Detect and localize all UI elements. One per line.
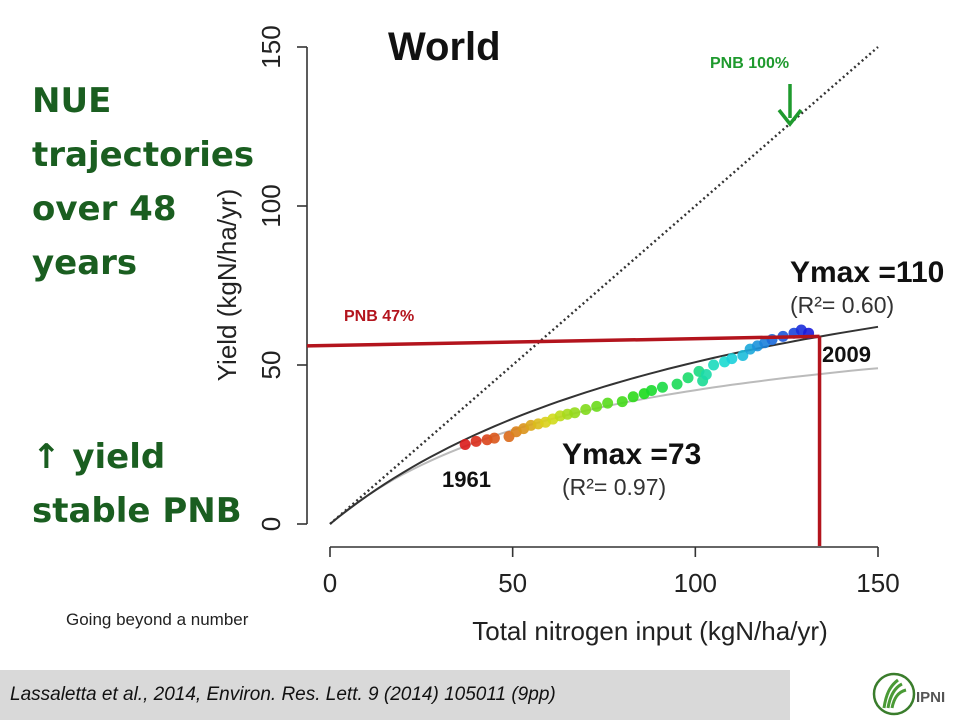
data-point: [580, 404, 592, 416]
data-point: [591, 400, 603, 412]
footer-bar: Lassaletta et al., 2014, Environ. Res. L…: [0, 670, 790, 720]
pnb47-label: PNB 47%: [344, 308, 414, 325]
y-tick-label: 100: [256, 184, 286, 227]
pnb47-horizontal-line: [306, 334, 820, 348]
ymax73-r2: (R²= 0.97): [562, 474, 666, 500]
y-tick-label: 150: [256, 25, 286, 68]
x-tick-label: 100: [674, 568, 717, 598]
data-point: [627, 391, 639, 403]
start-year-label: 1961: [442, 467, 491, 492]
y-tick-label: 50: [256, 351, 286, 380]
pnb100-label: PNB 100%: [710, 55, 789, 72]
end-year-label: 2009: [822, 342, 871, 367]
data-point: [569, 407, 581, 419]
data-point: [726, 353, 738, 365]
subtext-line-1: ↑ yield: [32, 437, 166, 477]
data-point: [645, 384, 657, 396]
pnb100-arrow-head: [777, 108, 803, 127]
pnb100-line: [329, 46, 879, 525]
pnb-guides: [306, 334, 822, 546]
ipni-leaf-logo-icon: IPNI: [872, 672, 945, 716]
slide-subtext: ↑ yield stable PNB: [32, 430, 262, 538]
data-point: [488, 432, 500, 444]
x-tick-label: 150: [856, 568, 899, 598]
data-point: [737, 349, 749, 361]
citation-text: Lassaletta et al., 2014, Environ. Res. L…: [10, 684, 556, 705]
x-tick-label: 50: [498, 568, 527, 598]
ymax110-label: Ymax =110: [790, 256, 944, 289]
chart-title: World: [388, 25, 501, 69]
data-point: [602, 397, 614, 409]
chart-axes: 0 50 100 150 0 50 100 150 Total nitrogen input (…: [212, 25, 900, 646]
chart-labels: World PNB 47% PNB 100% 1961 2009 Ymax =110 (R²…: [344, 25, 944, 500]
data-point: [682, 372, 694, 384]
data-point: [671, 378, 683, 390]
slide-heading: NUE trajectories over 48 years: [32, 74, 262, 290]
heading-line-4: years: [32, 243, 138, 283]
data-point: [656, 381, 668, 393]
subtext-line-2: stable PNB: [32, 491, 242, 531]
x-axis-title: Total nitrogen input (kgN/ha/yr): [472, 616, 828, 646]
ymax73-label: Ymax =73: [562, 438, 701, 471]
data-point: [700, 369, 712, 381]
nue-chart: 0 50 100 150 0 50 100 150 Total nitrogen input (…: [212, 25, 944, 646]
ymax110-r2: (R²= 0.60): [790, 292, 894, 318]
slide-caption: Going beyond a number: [66, 610, 249, 629]
heading-line-3: over 48: [32, 189, 177, 229]
ymax110-curve: [329, 325, 879, 525]
x-tick-label: 0: [323, 568, 337, 598]
data-point: [616, 396, 628, 408]
heading-line-1: NUE: [32, 81, 112, 121]
data-point: [708, 359, 720, 371]
data-point: [459, 439, 471, 450]
y-tick-label: 0: [256, 517, 286, 531]
heading-line-2: trajectories: [32, 135, 255, 175]
y-axis-title: Yield (kgN/ha/yr): [212, 189, 242, 382]
logo-text: IPNI: [916, 689, 945, 706]
data-point: [470, 435, 482, 447]
